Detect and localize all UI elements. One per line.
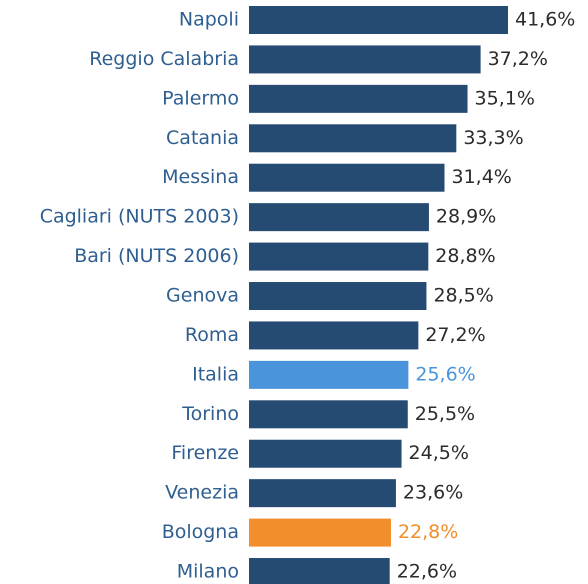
bar — [249, 400, 408, 429]
value-label: 22,8% — [398, 521, 458, 543]
value-label: 41,6% — [515, 9, 575, 31]
bar — [249, 439, 402, 468]
category-label: Reggio Calabria — [89, 48, 239, 70]
value-label: 23,6% — [403, 482, 463, 504]
value-label: 28,9% — [436, 206, 496, 228]
category-label: Palermo — [162, 87, 239, 109]
bar — [249, 45, 481, 74]
category-label: Bari (NUTS 2006) — [74, 245, 239, 267]
bar — [249, 282, 427, 311]
bar — [249, 84, 468, 113]
bar — [249, 124, 457, 153]
category-label: Roma — [185, 324, 239, 346]
value-label: 25,6% — [415, 363, 475, 385]
value-label: 27,2% — [425, 324, 485, 346]
value-label: 37,2% — [488, 48, 548, 70]
category-label: Bologna — [162, 521, 239, 543]
bar — [249, 479, 396, 508]
category-label: Firenze — [171, 442, 239, 464]
category-label: Catania — [166, 127, 239, 149]
category-label: Milano — [177, 561, 239, 583]
bar — [249, 558, 390, 584]
value-label: 31,4% — [451, 166, 511, 188]
category-label: Cagliari (NUTS 2003) — [40, 206, 239, 228]
category-label: Torino — [181, 403, 239, 425]
value-label: 33,3% — [463, 127, 523, 149]
value-label: 25,5% — [415, 403, 475, 425]
bar — [249, 203, 429, 232]
bar — [249, 360, 409, 389]
category-label: Messina — [162, 166, 239, 188]
category-label: Napoli — [179, 9, 239, 31]
value-label: 28,8% — [435, 245, 495, 267]
value-label: 22,6% — [397, 561, 457, 583]
category-label: Italia — [192, 363, 239, 385]
value-label: 35,1% — [475, 87, 535, 109]
bar — [249, 242, 429, 271]
value-label: 28,5% — [433, 285, 493, 307]
bar — [249, 6, 508, 34]
bar — [249, 321, 419, 350]
bar — [249, 518, 391, 547]
bar — [249, 163, 445, 192]
category-label: Genova — [166, 285, 239, 307]
category-label: Venezia — [165, 482, 239, 504]
value-label: 24,5% — [409, 442, 469, 464]
